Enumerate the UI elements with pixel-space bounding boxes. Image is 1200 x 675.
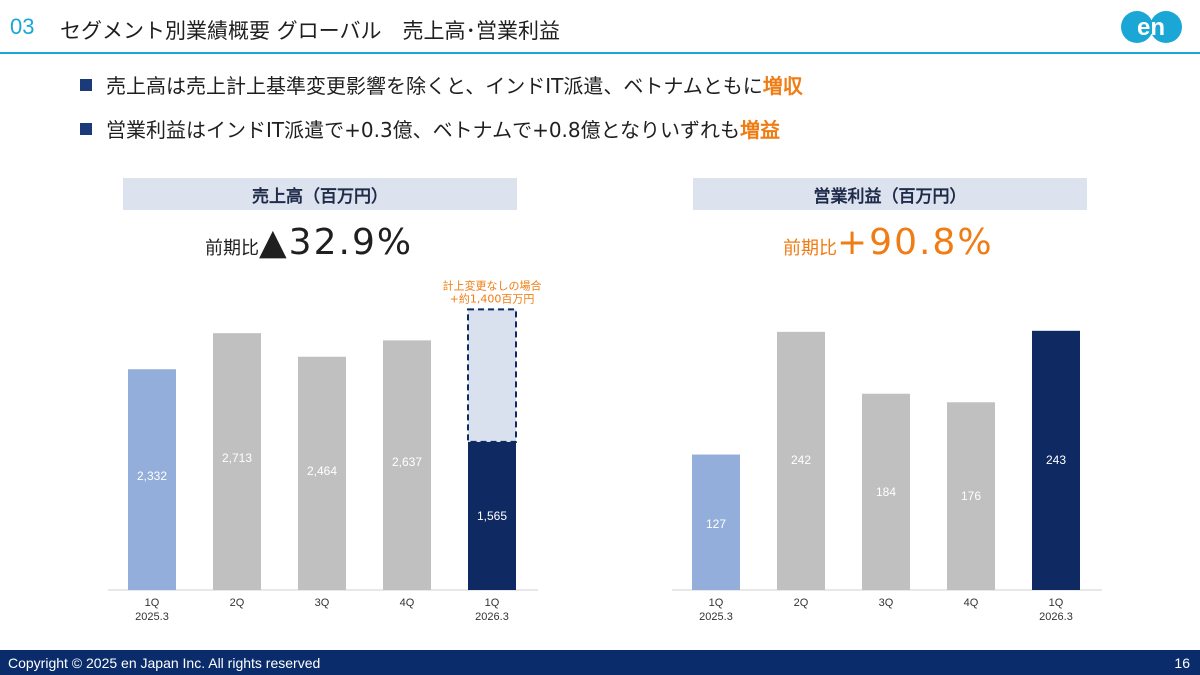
x-tick-label-4: 4Q [964, 597, 979, 609]
slide-footer: Copyright © 2025 en Japan Inc. All right… [0, 650, 1200, 675]
en-logo-icon: en [1121, 11, 1182, 43]
sales-yoy-value: ▲32.9% [259, 222, 414, 263]
sales-yoy: 前期比 ▲32.9% [205, 222, 413, 263]
bar-3 [862, 393, 910, 590]
bar-1 [128, 369, 176, 590]
data-label-1: 2,332 [137, 469, 167, 483]
bullet-sales: 売上高は売上計上基準変更影響を除くと、インドIT派遣、ベトナムともに 増収 [80, 70, 803, 99]
page-number: 16 [1174, 655, 1190, 671]
bullet-highlight: 増益 [740, 118, 781, 142]
data-label-5: 1,565 [477, 509, 507, 523]
copyright-text: Copyright © 2025 en Japan Inc. All right… [8, 655, 321, 671]
slide-header: 03 セグメント別業績概要 グローバル 売上高･営業利益 en [0, 0, 1200, 58]
bullet-highlight: 増収 [762, 74, 803, 98]
profit-yoy-label: 前期比 [783, 238, 837, 259]
bullet-profit: 営業利益はインドIT派遣で+0.3億、ベトナムで+0.8億となりいずれも 増益 [80, 114, 780, 143]
bar-4 [383, 340, 431, 590]
bullet-text: 営業利益はインドIT派遣で+0.3億、ベトナムで+0.8億となりいずれも [106, 118, 741, 142]
data-label-2: 242 [791, 453, 811, 467]
bar-5 [468, 441, 516, 590]
data-label-4: 176 [961, 489, 981, 503]
x-tick-label-1: 1Q [145, 597, 160, 609]
data-label-1: 127 [706, 517, 726, 531]
x-tick-label-2: 2Q [794, 597, 809, 609]
bar-3 [298, 356, 346, 590]
x-tick-label-3: 3Q [879, 597, 894, 609]
sales-yoy-label: 前期比 [205, 238, 259, 259]
bullet-square-icon [80, 78, 92, 91]
data-label-4: 2,637 [392, 455, 422, 469]
section-number: 03 [10, 14, 35, 39]
bullet-square-icon [80, 122, 92, 135]
header-divider [0, 52, 1200, 54]
profit-yoy: 前期比 +90.8% [783, 222, 994, 263]
profit-yoy-value: +90.8% [837, 222, 994, 263]
x-tick-label-5: 2026.3 [475, 611, 509, 623]
x-tick-label-5: 1Q [485, 597, 500, 609]
slide-title: セグメント別業績概要 グローバル 売上高･営業利益 [60, 19, 560, 43]
x-tick-label-5: 1Q [1049, 597, 1064, 609]
svg-text:en: en [1137, 14, 1165, 41]
x-tick-label-2: 2Q [230, 597, 245, 609]
x-tick-label-1: 2025.3 [135, 611, 169, 623]
x-tick-label-5: 2026.3 [1039, 611, 1073, 623]
sales-panel-title: 売上高（百万円） [123, 178, 517, 210]
adjustment-annotation-line2: +約1,400百万円 [450, 291, 535, 305]
data-label-5: 243 [1046, 453, 1066, 467]
data-label-3: 2,464 [307, 464, 337, 478]
bar-2 [213, 333, 261, 590]
data-label-3: 184 [876, 485, 896, 499]
bar-5 [1032, 330, 1080, 590]
bullet-text: 売上高は売上計上基準変更影響を除くと、インドIT派遣、ベトナムともに [106, 74, 763, 98]
sales-bar-chart: 2,332 1Q 2025.3 2,713 2Q 2,464 3Q 2,637 4Q 計上変更なし… [108, 278, 542, 623]
x-tick-label-3: 3Q [315, 597, 330, 609]
adjustment-annotation-line1: 計上変更なしの場合 [443, 278, 542, 292]
data-label-2: 2,713 [222, 451, 252, 465]
bar-2 [777, 331, 825, 590]
profit-panel-title: 営業利益（百万円） [693, 178, 1087, 210]
x-tick-label-1: 1Q [709, 597, 724, 609]
bar-4 [947, 402, 995, 590]
x-tick-label-1: 2025.3 [699, 611, 733, 623]
bar-1 [692, 454, 740, 590]
profit-bar-chart: 127 1Q 2025.3 242 2Q 184 3Q 176 4Q 243 1Q 2026.3 [672, 330, 1102, 623]
adjustment-bar [467, 308, 517, 443]
x-tick-label-4: 4Q [400, 597, 415, 609]
